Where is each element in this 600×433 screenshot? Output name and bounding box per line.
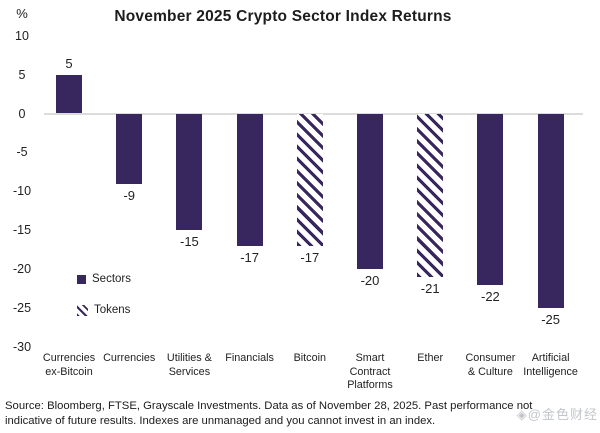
category-label-consumer-culture: Consumer & Culture bbox=[465, 352, 516, 378]
y-tick--10: -10 bbox=[12, 184, 32, 199]
value-label-consumer-culture: -22 bbox=[480, 288, 500, 304]
watermark: ◈@金色财经 bbox=[516, 407, 598, 422]
y-tick--20: -20 bbox=[12, 262, 32, 277]
category-label-artificial-intelligence: Artificial Intelligence bbox=[523, 352, 578, 378]
y-tick-0: 0 bbox=[18, 106, 26, 121]
y-tick-5: 5 bbox=[18, 67, 26, 82]
category-label-bitcoin: Bitcoin bbox=[293, 352, 326, 364]
bar-bitcoin bbox=[296, 113, 323, 246]
chart-title: November 2025 Crypto Sector Index Return… bbox=[114, 8, 452, 25]
bar-artificial-intelligence bbox=[537, 113, 564, 308]
source-note: Source: Bloomberg, FTSE, Grayscale Inves… bbox=[5, 400, 533, 427]
legend-item-label: Tokens bbox=[94, 304, 131, 316]
value-label-smart-contract-platforms: -20 bbox=[360, 273, 380, 289]
category-label-currencies: Currencies bbox=[103, 352, 156, 364]
bar-currencies-ex-bitcoin bbox=[56, 74, 82, 114]
value-label-artificial-intelligence: -25 bbox=[541, 312, 560, 327]
y-tick-10: 10 bbox=[15, 28, 29, 43]
bar-ether bbox=[417, 113, 444, 277]
value-label-financials: -17 bbox=[240, 249, 259, 265]
value-label-currencies-ex-bitcoin: 5 bbox=[65, 55, 73, 71]
value-label-bitcoin: -17 bbox=[300, 249, 320, 265]
category-label-ether: Ether bbox=[417, 352, 444, 364]
y-tick--15: -15 bbox=[12, 223, 32, 238]
legend: Sectors Tokens bbox=[77, 271, 131, 333]
bar-smart-contract-platforms bbox=[357, 113, 383, 270]
category-label-financials: Financials bbox=[225, 352, 274, 364]
value-label-ether: -21 bbox=[420, 280, 440, 296]
legend-item-tokens: Tokens bbox=[77, 302, 131, 318]
bar-utilities-services bbox=[176, 113, 203, 231]
legend-item-label: Sectors bbox=[92, 273, 131, 285]
y-axis-unit-label: % bbox=[16, 6, 28, 21]
y-tick--25: -25 bbox=[12, 301, 32, 315]
tokens-swatch-icon bbox=[77, 304, 88, 316]
category-label-utilities-services: Utilities & Services bbox=[166, 352, 212, 378]
category-label-currencies-ex-bitcoin: Currencies ex-Bitcoin bbox=[42, 352, 96, 378]
bar-currencies bbox=[116, 113, 143, 184]
value-label-utilities-services: -15 bbox=[179, 234, 199, 250]
bar-consumer-culture bbox=[477, 113, 504, 285]
y-tick--5: -5 bbox=[16, 145, 28, 160]
y-tick--30: -30 bbox=[12, 339, 32, 354]
sectors-swatch-icon bbox=[77, 274, 86, 284]
legend-item-sectors: Sectors bbox=[77, 271, 131, 287]
category-label-smart-contract-platforms: Smart Contract Platforms bbox=[347, 352, 393, 391]
value-label-currencies: -9 bbox=[123, 187, 135, 203]
bar-financials bbox=[236, 113, 263, 246]
